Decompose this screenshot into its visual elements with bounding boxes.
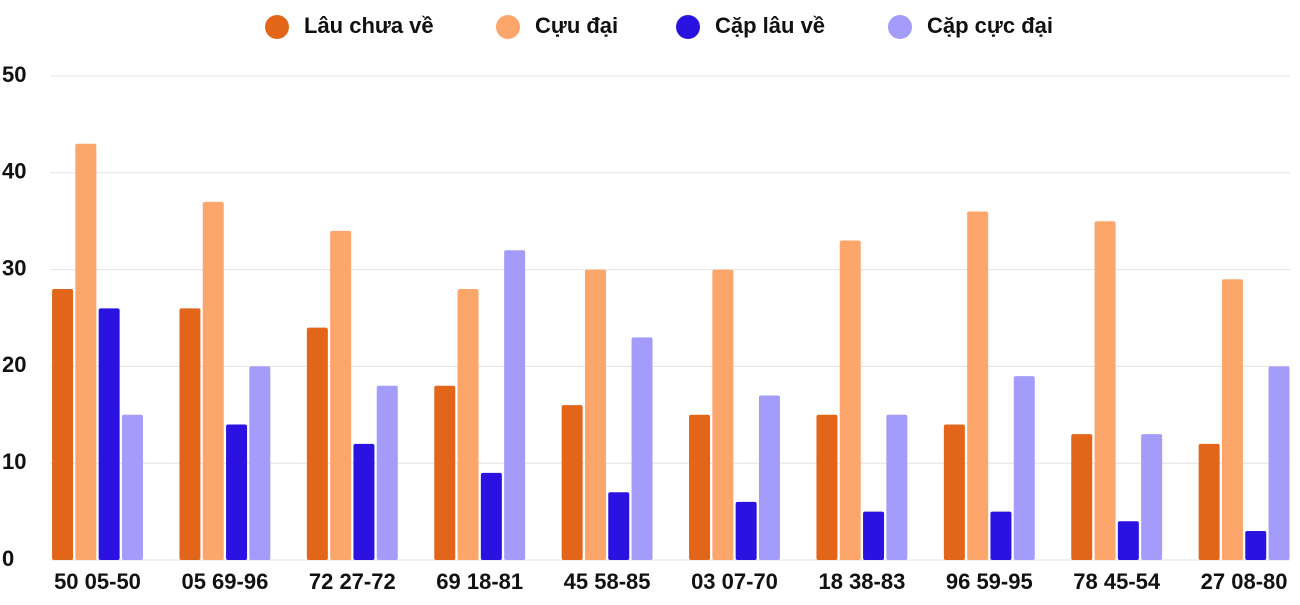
bar: [712, 269, 734, 560]
x-tick-label: 05 69-96: [181, 569, 268, 594]
bar: [886, 414, 908, 560]
bar: [584, 269, 606, 560]
bar: [202, 201, 224, 560]
bar: [990, 511, 1012, 560]
y-tick-label: 20: [2, 352, 26, 377]
y-tick-label: 0: [2, 546, 14, 571]
bar: [75, 143, 97, 560]
bar: [480, 472, 502, 560]
bar: [353, 443, 375, 560]
bar: [1198, 443, 1220, 560]
y-tick-label: 50: [2, 62, 26, 87]
y-tick-label: 10: [2, 449, 26, 474]
legend-marker: [676, 15, 700, 39]
bar: [1245, 530, 1267, 560]
bar: [1141, 434, 1163, 560]
legend-marker: [888, 15, 912, 39]
bar: [249, 366, 271, 560]
bar: [608, 492, 630, 560]
bar: [1117, 521, 1139, 560]
x-tick-label: 03 07-70: [691, 569, 778, 594]
bar: [1094, 221, 1116, 560]
bar: [457, 288, 479, 560]
bar: [1071, 434, 1093, 560]
bar: [631, 337, 653, 560]
bar: [306, 327, 328, 560]
bar: [1013, 376, 1035, 560]
bar: [863, 511, 885, 560]
bar: [839, 240, 861, 560]
bar: [226, 424, 248, 560]
bar: [330, 230, 352, 560]
bar: [816, 414, 838, 560]
x-tick-label: 45 58-85: [564, 569, 651, 594]
legend-label: Lâu chưa về: [304, 13, 434, 38]
x-tick-label: 18 38-83: [818, 569, 905, 594]
x-tick-label: 72 27-72: [309, 569, 396, 594]
bar: [434, 385, 456, 560]
legend-marker: [265, 15, 289, 39]
bar: [689, 414, 711, 560]
bar: [52, 288, 74, 560]
legend-label: Cựu đại: [535, 13, 618, 38]
legend-label: Cặp cực đại: [927, 13, 1053, 38]
bar: [1221, 279, 1243, 560]
bar: [98, 308, 120, 560]
y-tick-label: 40: [2, 159, 26, 184]
bar: [1268, 366, 1290, 560]
legend-label: Cặp lâu về: [715, 13, 825, 38]
x-tick-label: 50 05-50: [54, 569, 141, 594]
bar: [504, 250, 526, 561]
bar: [561, 405, 583, 560]
bar: [943, 424, 965, 560]
bar: [179, 308, 201, 560]
x-tick-label: 78 45-54: [1073, 569, 1161, 594]
legend-marker: [496, 15, 520, 39]
x-tick-label: 69 18-81: [436, 569, 523, 594]
bar: [735, 501, 757, 560]
bar: [758, 395, 780, 560]
x-tick-label: 96 59-95: [946, 569, 1033, 594]
bar: [967, 211, 989, 560]
bar: [121, 414, 143, 560]
bar: [376, 385, 398, 560]
y-tick-label: 30: [2, 255, 26, 280]
x-tick-label: 27 08-80: [1201, 569, 1288, 594]
